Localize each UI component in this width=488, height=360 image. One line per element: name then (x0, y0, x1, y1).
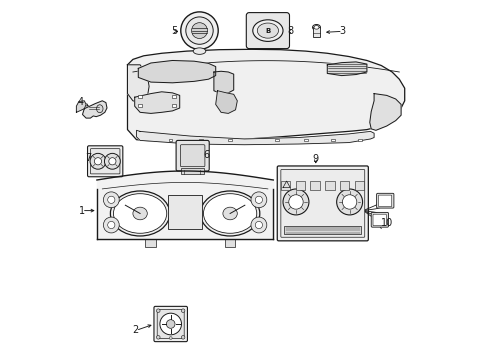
Polygon shape (127, 49, 404, 141)
Circle shape (104, 153, 120, 169)
FancyBboxPatch shape (90, 149, 120, 174)
Circle shape (250, 217, 266, 233)
Circle shape (255, 221, 262, 229)
Polygon shape (213, 71, 233, 94)
Ellipse shape (223, 207, 237, 220)
Ellipse shape (252, 20, 283, 41)
Ellipse shape (257, 23, 278, 38)
Ellipse shape (313, 26, 318, 29)
Circle shape (108, 158, 116, 165)
Circle shape (156, 336, 160, 339)
Text: 9: 9 (312, 154, 318, 164)
Bar (284, 226, 361, 234)
Text: 8: 8 (287, 26, 293, 36)
Circle shape (181, 336, 184, 339)
FancyBboxPatch shape (277, 166, 367, 241)
Ellipse shape (203, 194, 256, 233)
FancyBboxPatch shape (370, 212, 387, 227)
Text: 7: 7 (84, 153, 91, 163)
FancyBboxPatch shape (176, 140, 209, 171)
Bar (275, 139, 278, 141)
FancyBboxPatch shape (157, 310, 184, 338)
FancyBboxPatch shape (87, 146, 122, 177)
Bar (224, 239, 235, 247)
Circle shape (255, 196, 262, 203)
Bar (354, 181, 363, 190)
FancyBboxPatch shape (372, 214, 386, 226)
Circle shape (342, 195, 356, 209)
Bar (339, 181, 348, 190)
Text: 4: 4 (78, 96, 83, 107)
Polygon shape (138, 60, 215, 83)
Circle shape (288, 195, 303, 209)
Circle shape (156, 309, 160, 312)
Bar (172, 104, 176, 107)
Bar (138, 104, 142, 107)
FancyBboxPatch shape (280, 170, 364, 237)
Ellipse shape (133, 207, 147, 220)
Ellipse shape (312, 24, 320, 30)
Circle shape (336, 189, 362, 215)
Polygon shape (76, 101, 86, 112)
Polygon shape (127, 65, 149, 103)
Text: 10: 10 (380, 218, 392, 228)
Ellipse shape (110, 191, 169, 236)
FancyBboxPatch shape (378, 195, 391, 207)
Bar (330, 139, 334, 141)
Text: 5: 5 (171, 26, 177, 36)
Polygon shape (215, 91, 237, 113)
Ellipse shape (113, 194, 166, 233)
Bar (280, 181, 289, 190)
FancyBboxPatch shape (154, 306, 187, 342)
Polygon shape (82, 101, 107, 118)
Text: 2: 2 (132, 325, 139, 336)
Circle shape (90, 153, 106, 169)
Bar (172, 95, 176, 98)
Bar (168, 195, 202, 229)
Ellipse shape (185, 17, 213, 44)
Bar (325, 181, 334, 190)
FancyBboxPatch shape (376, 193, 393, 208)
Bar (228, 139, 231, 141)
Ellipse shape (191, 23, 207, 39)
Polygon shape (326, 62, 366, 76)
Circle shape (107, 196, 115, 203)
FancyBboxPatch shape (246, 13, 289, 49)
Polygon shape (369, 94, 400, 130)
Bar (295, 181, 305, 190)
Polygon shape (134, 92, 179, 113)
Circle shape (169, 337, 172, 339)
Circle shape (160, 313, 181, 335)
Circle shape (107, 221, 115, 229)
Bar (145, 239, 156, 247)
Ellipse shape (96, 105, 103, 113)
Bar (199, 139, 203, 141)
FancyBboxPatch shape (180, 145, 204, 167)
Text: B: B (264, 28, 270, 33)
Circle shape (181, 309, 184, 312)
Circle shape (103, 192, 119, 208)
Bar (310, 181, 319, 190)
Circle shape (103, 217, 119, 233)
Circle shape (166, 320, 175, 328)
Polygon shape (136, 130, 373, 145)
Text: 1: 1 (79, 206, 85, 216)
Ellipse shape (200, 191, 259, 236)
Bar (181, 168, 203, 174)
Circle shape (250, 192, 266, 208)
Bar (303, 139, 307, 141)
Text: 6: 6 (203, 150, 209, 160)
Text: 3: 3 (339, 26, 345, 36)
Circle shape (94, 158, 102, 165)
Circle shape (283, 189, 308, 215)
Bar (138, 95, 142, 98)
Ellipse shape (181, 12, 218, 49)
Bar (357, 139, 361, 141)
Bar (168, 139, 172, 141)
Bar (312, 27, 320, 37)
Ellipse shape (193, 48, 205, 54)
